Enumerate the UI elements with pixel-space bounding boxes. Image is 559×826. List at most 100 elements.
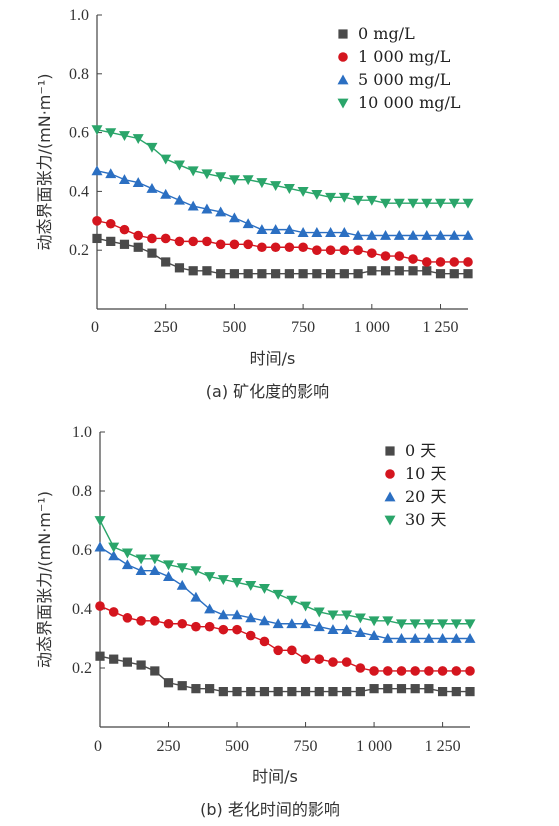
x-tick-label: 0 <box>94 738 102 755</box>
data-point <box>176 579 188 590</box>
y-axis-title: 动态界面张力/(mN·m⁻¹) <box>35 491 54 668</box>
y-tick-label: 0.4 <box>72 601 92 618</box>
data-point <box>437 687 448 697</box>
data-point <box>394 251 405 261</box>
data-point <box>407 230 419 240</box>
x-tick-label: 1 250 <box>425 738 461 755</box>
data-point <box>121 548 133 559</box>
series-3 <box>91 165 474 240</box>
series-1 <box>92 233 473 279</box>
data-point <box>188 266 198 276</box>
series-line <box>99 546 470 640</box>
data-point <box>108 607 119 617</box>
y-tick-label: 1.0 <box>69 7 89 24</box>
series-line <box>96 170 468 237</box>
data-point <box>450 619 462 630</box>
data-point <box>409 619 421 630</box>
data-point <box>313 621 325 632</box>
data-point <box>108 550 120 561</box>
data-point <box>218 687 228 697</box>
data-point <box>449 257 460 267</box>
data-point <box>270 224 282 235</box>
data-point <box>354 613 366 624</box>
data-point <box>232 624 242 635</box>
data-point <box>229 269 240 279</box>
data-point <box>205 684 215 694</box>
data-point <box>424 684 434 694</box>
x-tick-label: 1 000 <box>354 319 390 336</box>
figure-caption: (b) 老化时间的影响 <box>200 800 340 819</box>
data-point <box>273 687 283 697</box>
data-point <box>464 633 476 643</box>
data-point <box>312 269 322 279</box>
x-tick-label: 250 <box>154 319 178 336</box>
data-point <box>150 666 160 676</box>
series-4 <box>94 516 476 630</box>
data-point <box>328 687 338 697</box>
series-line <box>96 128 468 204</box>
data-point <box>174 263 185 273</box>
data-point <box>92 216 102 226</box>
data-point <box>300 654 311 664</box>
legend-marker <box>385 469 395 479</box>
data-point <box>380 230 392 240</box>
data-point <box>382 616 394 627</box>
data-point <box>380 251 391 261</box>
y-tick-label: 1.0 <box>72 424 92 441</box>
data-point <box>91 125 103 136</box>
data-point <box>342 687 352 697</box>
series-2 <box>95 601 475 676</box>
data-point <box>354 627 366 637</box>
data-point <box>176 563 188 574</box>
data-point <box>204 621 215 632</box>
data-point <box>160 188 172 199</box>
data-point <box>190 591 202 602</box>
legend-label: 10 天 <box>405 464 446 483</box>
data-point <box>369 684 379 694</box>
data-point <box>201 169 213 180</box>
series-2 <box>92 216 473 267</box>
legend-label: 10 000 mg/L <box>358 93 461 112</box>
data-point <box>259 687 270 697</box>
data-point <box>229 239 240 250</box>
data-point <box>286 618 298 629</box>
data-point <box>135 554 147 565</box>
data-point <box>286 595 298 606</box>
legend-marker <box>384 515 396 526</box>
data-point <box>311 189 323 200</box>
data-point <box>133 230 144 241</box>
x-tick-label: 750 <box>294 738 318 755</box>
data-point <box>407 198 419 209</box>
data-point <box>300 687 311 697</box>
data-point <box>368 616 380 627</box>
data-point <box>177 681 187 691</box>
legend-marker <box>338 52 348 62</box>
data-point <box>272 589 284 600</box>
data-point <box>119 224 130 235</box>
x-tick-label: 500 <box>222 319 246 336</box>
data-point <box>325 245 336 255</box>
data-point <box>410 666 420 676</box>
data-point <box>448 230 460 240</box>
data-point <box>395 633 407 643</box>
y-tick-label: 0.8 <box>69 66 89 83</box>
y-tick-label: 0.2 <box>72 660 92 677</box>
data-point <box>449 269 459 279</box>
data-point <box>283 224 295 235</box>
data-point <box>94 516 106 526</box>
data-point <box>122 657 133 667</box>
data-point <box>105 128 117 139</box>
data-point <box>216 269 226 279</box>
x-axis-title: 时间/s <box>252 767 298 786</box>
data-point <box>382 633 394 643</box>
data-point <box>396 684 407 694</box>
data-point <box>147 248 157 258</box>
data-point <box>298 242 308 253</box>
data-point <box>160 233 171 244</box>
data-point <box>287 645 297 656</box>
data-point <box>341 657 352 667</box>
data-point <box>462 230 474 240</box>
data-point <box>204 603 216 614</box>
data-point <box>256 178 268 189</box>
